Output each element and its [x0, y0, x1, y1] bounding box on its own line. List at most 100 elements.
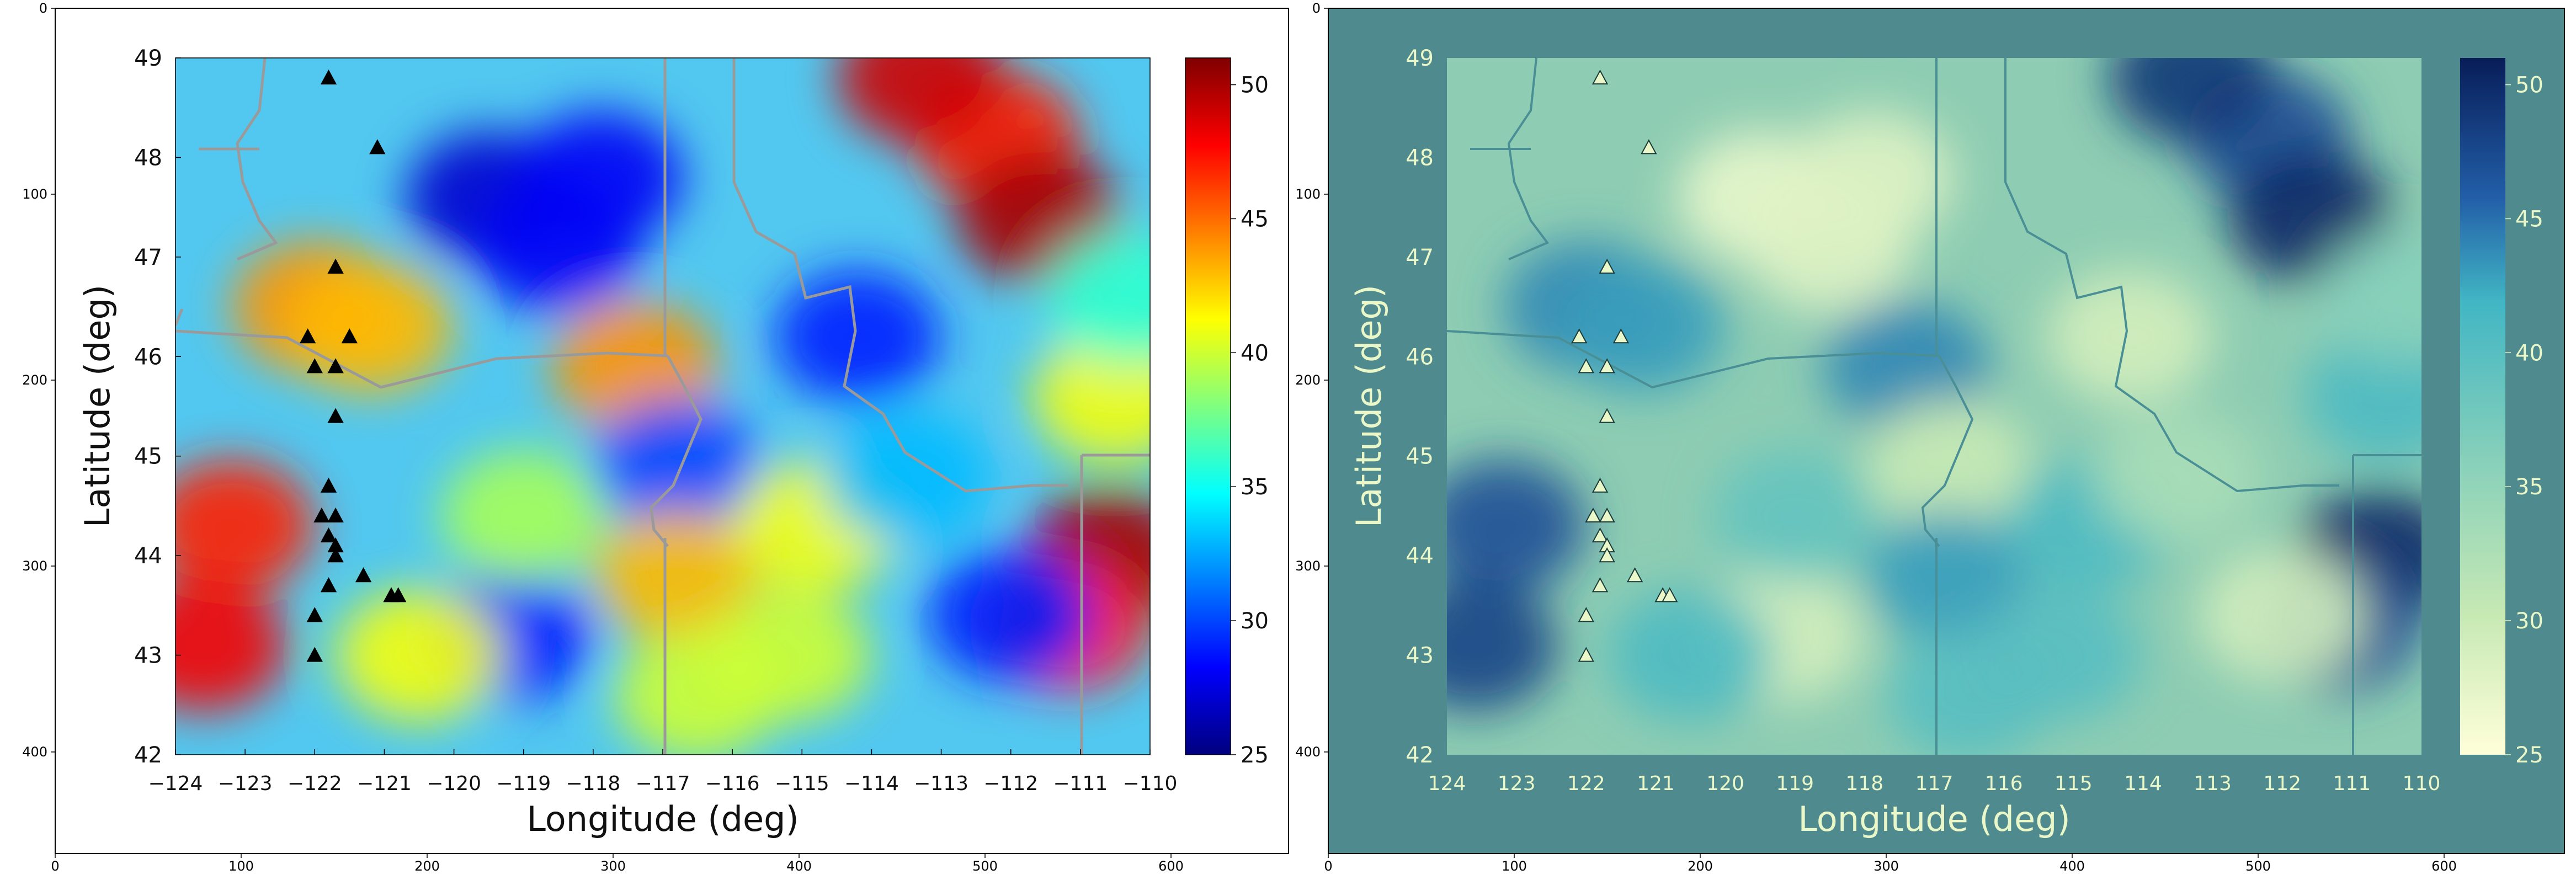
right-outer-ytick-label-4: 400	[1295, 744, 1321, 760]
right-ytick-label-6: 48	[1406, 145, 1434, 170]
right-region-9	[1823, 300, 1989, 433]
right-xtick-label-12: 112	[2263, 772, 2301, 795]
right-marker-4	[1612, 328, 1630, 344]
left-marker-15	[320, 577, 337, 593]
left-marker-18	[306, 607, 323, 622]
left-cb-tick-label-1: 30	[1241, 609, 1269, 634]
left-x-tick-labels: −124 −123 −122 −121 −120 −119 −118 −117 −116 −115…	[148, 749, 1178, 795]
right-marker-9	[1585, 507, 1601, 523]
right-outer-xtick-label-4: 400	[2059, 858, 2085, 874]
right-xtick-label-11: 113	[2194, 772, 2232, 795]
right-marker-11	[1592, 527, 1609, 543]
left-region-6	[175, 579, 286, 712]
right-cb-tick-label-2: 35	[2515, 474, 2543, 500]
right-outer-xtick-label-6: 600	[2431, 858, 2457, 874]
right-border-id-mt	[2004, 58, 2339, 493]
left-marker-1	[369, 139, 386, 154]
left-region-5	[175, 460, 314, 592]
right-region-16	[2199, 549, 2365, 682]
left-xtick-label-14: −110	[1123, 772, 1178, 795]
right-outer-ytick-label-2: 200	[1295, 372, 1321, 388]
right-y-tick-labels: 42 43 44 45 46 47 48 49	[1406, 46, 1434, 768]
left-outer-xtick-label-0: 0	[51, 858, 59, 874]
left-region-12	[517, 111, 683, 244]
right-outer-ytick-label-1: 100	[1295, 186, 1321, 202]
left-outer-xtick-label-2: 200	[414, 858, 440, 874]
right-coastline	[1470, 58, 1550, 260]
right-ytick-label-1: 43	[1406, 643, 1434, 669]
left-region-23	[336, 589, 502, 722]
right-xtick-label-13: 111	[2333, 772, 2371, 795]
left-cb-tick-label-4: 45	[1241, 206, 1269, 232]
left-xtick-label-10: −114	[844, 772, 899, 795]
right-cb-tick-label-1: 30	[2515, 609, 2543, 634]
right-marker-3	[1571, 328, 1588, 344]
right-marker-15	[1592, 577, 1609, 593]
right-volcano-markers	[1571, 69, 1678, 662]
left-coastline	[175, 58, 278, 326]
left-xtick-label-2: −122	[288, 772, 342, 795]
right-ytick-label-0: 42	[1406, 743, 1434, 768]
left-outer-ytick-label-3: 300	[22, 558, 47, 574]
right-region-2	[2109, 58, 2275, 145]
left-border-wy	[1080, 453, 1150, 755]
left-marker-11	[320, 527, 337, 543]
right-state-borders	[1447, 58, 2421, 755]
left-xtick-label-0: −124	[148, 772, 203, 795]
right-ytick-label-3: 45	[1406, 444, 1434, 469]
right-xtick-label-2: 122	[1567, 772, 1605, 795]
left-xtick-label-6: −118	[566, 772, 620, 795]
right-xtick-label-9: 115	[2055, 772, 2093, 795]
left-outer-x-ticks: 0 100 200 300 400 500 600	[51, 853, 1184, 874]
left-marker-19	[306, 647, 323, 662]
left-marker-10	[327, 507, 344, 523]
right-border-or-id	[1921, 355, 1974, 547]
left-region-17	[594, 509, 760, 642]
left-outer-ytick-label-0: 0	[39, 1, 47, 16]
left-ytick-label-2: 44	[134, 543, 162, 569]
right-ytick-label-4: 46	[1406, 344, 1434, 370]
right-marker-0	[1592, 69, 1609, 85]
right-marker-8	[1592, 477, 1609, 493]
right-border-wy	[2352, 454, 2421, 755]
left-ylabel: Latitude (deg)	[77, 285, 118, 527]
right-outer-y-ticks: 0 100 200 300 400	[1295, 1, 1328, 760]
right-marker-5	[1578, 358, 1594, 374]
left-marker-13	[327, 547, 344, 563]
left-marker-2	[327, 258, 344, 274]
right-outer-xtick-label-0: 0	[1324, 858, 1332, 874]
right-marker-10	[1599, 507, 1615, 523]
right-region-17	[1865, 509, 2031, 642]
right-heatmap	[1447, 58, 2421, 755]
left-ytick-label-3: 45	[134, 444, 162, 469]
right-outer-xtick-label-2: 200	[1688, 858, 1713, 874]
left-outer-xtick-label-6: 600	[1158, 858, 1184, 874]
left-region-22	[1032, 330, 1150, 463]
right-outer-ytick-label-3: 300	[1295, 558, 1321, 574]
right-marker-19	[1578, 647, 1594, 662]
left-border-id-mt	[732, 58, 1068, 493]
left-region-14	[594, 399, 760, 532]
right-xlabel: Longitude (deg)	[1798, 799, 2070, 839]
left-colorbar-ticks: 25 30 35 40 45 50	[1231, 73, 1269, 768]
right-region-22	[2303, 330, 2421, 463]
left-outer-ytick-label-4: 400	[22, 744, 47, 760]
right-outer-ytick-label-0: 0	[1312, 1, 1321, 16]
left-outer-xtick-label-3: 300	[600, 858, 626, 874]
left-xtick-label-12: −112	[983, 772, 1038, 795]
right-xtick-label-14: 110	[2403, 772, 2441, 795]
left-marker-7	[327, 408, 344, 423]
left-marker-3	[299, 328, 316, 344]
left-region-21	[705, 589, 871, 722]
left-marker-9	[313, 507, 330, 523]
left-xtick-label-7: −117	[636, 772, 690, 795]
left-heatmap-regions	[175, 58, 1150, 755]
right-region-19	[1712, 449, 1878, 582]
right-panel: 0 100 200 300 400 500 600 0 100 200 300 400 124 123…	[1295, 1, 2565, 874]
right-xtick-label-0: 124	[1428, 772, 1466, 795]
left-region-15	[775, 270, 941, 403]
left-xtick-label-13: −111	[1053, 772, 1108, 795]
left-outer-y-ticks: 0 100 200 300 400	[22, 1, 55, 760]
left-xtick-label-1: −123	[218, 772, 273, 795]
